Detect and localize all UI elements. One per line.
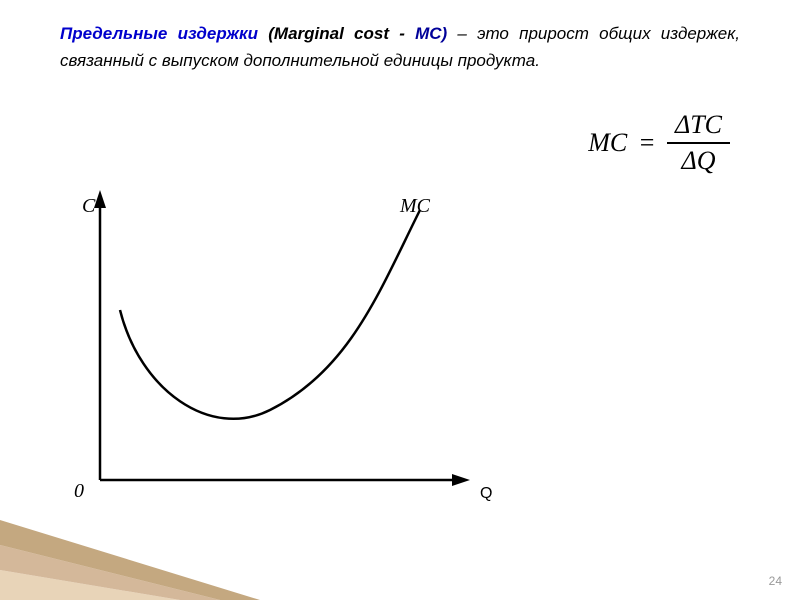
y-axis-label: C: [82, 195, 95, 218]
origin-label: 0: [74, 480, 84, 503]
chart-svg: [50, 180, 490, 520]
formula-mc: MC = ΔTC ΔQ: [588, 110, 730, 176]
definition-marginal: (Мarginal cost -: [268, 24, 415, 43]
page-number: 24: [769, 574, 782, 588]
formula-lhs: MC: [588, 128, 627, 158]
formula-numerator: ΔTC: [667, 110, 730, 144]
formula-denominator: ΔQ: [667, 144, 730, 176]
x-axis-label: Q: [480, 485, 492, 503]
definition-title: Предельные издержки: [60, 24, 258, 43]
definition-paragraph: Предельные издержки (Мarginal cost - МС)…: [0, 0, 800, 84]
x-axis-arrow-icon: [452, 474, 470, 486]
mc-chart: C MC 0 Q: [50, 180, 490, 520]
formula-equals: =: [640, 128, 655, 158]
mc-curve: [120, 210, 420, 419]
decorative-stripes-icon: [0, 520, 260, 600]
y-axis-arrow-icon: [94, 190, 106, 208]
curve-label: MC: [400, 195, 430, 218]
definition-mc-abbrev: МС): [415, 24, 447, 43]
formula-fraction: ΔTC ΔQ: [667, 110, 730, 176]
